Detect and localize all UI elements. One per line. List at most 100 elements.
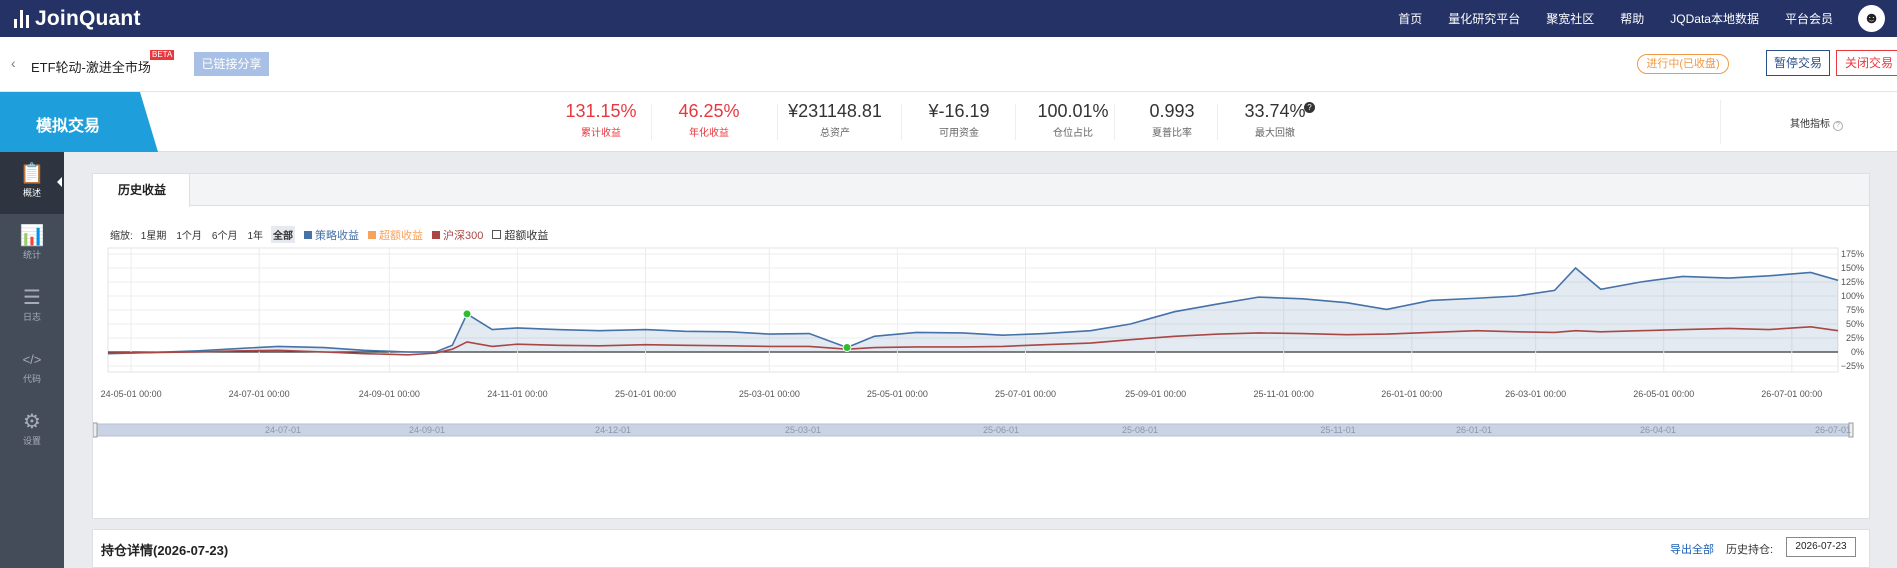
metric-label: 累计收益	[581, 128, 621, 139]
x-tick-label: 26-01-01 00:00	[1381, 389, 1442, 399]
sidebar-item-label: 概述	[22, 188, 41, 198]
x-tick-label: 24-11-01 00:00	[487, 389, 547, 399]
navigator-tick-label: 26-07-01	[1815, 425, 1851, 435]
history-returns-panel: 历史收益 缩放: 1星期 1个月 6个月 1年 全部 策略收益 超额收益 沪深300 超额收益 …	[92, 173, 1870, 519]
zoom-option[interactable]: 1年	[247, 231, 264, 242]
user-avatar[interactable]: ☻	[1858, 5, 1885, 32]
sidebar-item-clipboard[interactable]: 📋 概述	[0, 152, 64, 214]
close-trading-button[interactable]: 关闭交易	[1836, 50, 1897, 76]
zoom-option[interactable]: 全部	[271, 226, 296, 243]
metrics-divider	[1720, 100, 1721, 144]
metrics-bar: 模拟交易 131.15% 累计收益 46.25% 年化收益 ¥231148.81 总资产 ¥…	[0, 92, 1897, 152]
strategy-area	[108, 268, 1838, 354]
excess-return-checkbox[interactable]: 超额收益	[492, 227, 548, 243]
zoom-label: 缩放:	[110, 231, 133, 242]
metric-value: ¥-16.19	[928, 101, 990, 121]
other-metrics-link[interactable]: 其他指标?	[1790, 115, 1843, 131]
metric-value: 100.01%	[1037, 101, 1109, 121]
history-date-input[interactable]: 2026-07-23	[1786, 537, 1856, 557]
sidebar-item-chart[interactable]: 📊 统计	[0, 214, 64, 276]
navigator-tick-label: 26-01-01	[1456, 425, 1492, 435]
metric-6: 33.74%? 最大回撤	[1221, 100, 1329, 139]
navigator-tick-label: 24-12-01	[595, 425, 631, 435]
x-tick-label: 26-03-01 00:00	[1505, 389, 1566, 399]
y-tick-label: −25%	[1841, 361, 1864, 371]
metric-label: 夏普比率	[1152, 128, 1192, 139]
x-tick-label: 25-07-01 00:00	[995, 389, 1056, 399]
x-tick-label: 24-09-01 00:00	[359, 389, 420, 399]
x-tick-label: 25-01-01 00:00	[615, 389, 676, 399]
metric-separator	[651, 104, 652, 140]
sidebar-item-code[interactable]: </> 代码	[0, 338, 64, 400]
chart-icon: 📊	[19, 225, 45, 247]
metric-label: 总资产	[820, 128, 850, 139]
simulated-trading-label: 模拟交易	[36, 118, 101, 135]
nav-link-membership[interactable]: 平台会员	[1784, 12, 1833, 26]
zoom-option[interactable]: 1星期	[140, 231, 167, 242]
pause-trading-button[interactable]: 暂停交易	[1766, 50, 1830, 76]
clipboard-icon: 📋	[19, 163, 45, 185]
navigator-tick-label: 26-04-01	[1640, 425, 1676, 435]
metric-1: 46.25% 年化收益	[655, 100, 763, 139]
y-tick-label: 0%	[1851, 347, 1864, 357]
panel-tab-bar: 历史收益	[93, 174, 1869, 207]
legend-item[interactable]: 沪深300	[432, 227, 483, 243]
y-tick-label: 175%	[1841, 249, 1864, 259]
zoom-option[interactable]: 6个月	[211, 231, 238, 242]
nav-link-home[interactable]: 首页	[1398, 12, 1423, 26]
gear-icon: ⚙	[23, 411, 41, 433]
navigator-track	[93, 423, 1854, 437]
share-link-button[interactable]: 已链接分享	[194, 52, 269, 76]
y-tick-label: 50%	[1846, 319, 1864, 329]
navigator-tick-label: 25-08-01	[1122, 425, 1158, 435]
x-tick-label: 26-07-01 00:00	[1761, 389, 1822, 399]
x-tick-label: 25-11-01 00:00	[1254, 389, 1314, 399]
metric-separator	[1114, 104, 1115, 140]
left-sidebar: 📋 概述 📊 统计 ☰ 日志 </> 代码 ⚙ 设置	[0, 152, 64, 568]
metric-3: ¥-16.19 可用资金	[905, 100, 1013, 139]
sidebar-item-label: 代码	[22, 374, 41, 384]
nav-link-research[interactable]: 量化研究平台	[1448, 12, 1521, 26]
back-chevron-icon[interactable]: ‹	[11, 55, 16, 71]
returns-chart[interactable]: 175% 150% 125% 100% 75% 50% 25% 0% −25% 累计收益 24-05…	[93, 174, 1869, 518]
strategy-line	[107, 266, 1839, 355]
event-marker	[842, 343, 852, 353]
export-all-link[interactable]: 导出全部	[1670, 544, 1714, 556]
holdings-panel: 持仓详情(2026-07-23) 导出全部 历史持仓: 2026-07-23	[92, 529, 1870, 568]
sidebar-item-log[interactable]: ☰ 日志	[0, 276, 64, 338]
code-icon: </>	[22, 352, 42, 367]
nav-link-help[interactable]: 帮助	[1620, 12, 1645, 26]
nav-link-community[interactable]: 聚宽社区	[1546, 12, 1595, 26]
metric-2: ¥231148.81 总资产	[781, 100, 889, 139]
checkbox-icon	[492, 230, 502, 239]
sidebar-item-label: 统计	[22, 250, 41, 260]
y-tick-label: 100%	[1841, 291, 1864, 301]
y-tick-label: 150%	[1841, 263, 1864, 273]
navigator-tick-label: 24-07-01	[265, 425, 301, 435]
y-tick-label: 125%	[1841, 277, 1864, 287]
tab-history-returns[interactable]: 历史收益	[93, 174, 190, 207]
zoom-bar: 缩放: 1星期 1个月 6个月 1年 全部 策略收益 超额收益 沪深300 超额收益	[110, 226, 548, 243]
x-tick-label: 24-05-01 00:00	[101, 389, 162, 399]
nav-link-jqdata[interactable]: JQData本地数据	[1670, 12, 1759, 26]
chart-body: 175% 150% 125% 100% 75% 50% 25% 0% −25% 累计收益 24-05…	[93, 247, 1869, 438]
help-icon[interactable]: ?	[1304, 102, 1315, 113]
metric-value: 46.25%	[678, 101, 740, 121]
metric-value: ¥231148.81	[788, 101, 882, 121]
question-icon[interactable]: ?	[1833, 121, 1843, 131]
sidebar-item-label: 日志	[22, 312, 41, 322]
status-badge: 进行中(已收盘)	[1637, 54, 1729, 74]
zoom-option[interactable]: 1个月	[176, 231, 202, 242]
sidebar-item-gear[interactable]: ⚙ 设置	[0, 400, 64, 462]
x-tick-label: 25-05-01 00:00	[867, 389, 928, 399]
sidebar-item-label: 设置	[22, 436, 41, 446]
x-tick-label: 26-05-01 00:00	[1633, 389, 1694, 399]
navigator-tick-label: 25-11-01	[1320, 425, 1355, 435]
metric-5: 0.993 夏普比率	[1118, 100, 1226, 139]
legend-item[interactable]: 超额收益	[368, 227, 423, 243]
navigator-tick-label: 24-09-01	[409, 425, 445, 435]
legend-item[interactable]: 策略收益	[304, 227, 359, 243]
legend-label: 沪深300	[443, 229, 484, 242]
joinquant-logo[interactable]: JoinQuant	[14, 7, 141, 31]
event-marker	[462, 309, 472, 319]
